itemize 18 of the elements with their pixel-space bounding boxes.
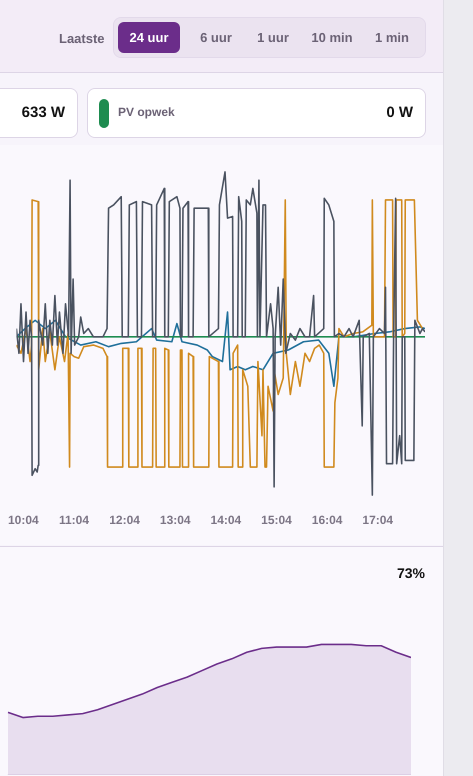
x-tick-label: 10:04 — [8, 513, 40, 528]
text: PV opwek — [118, 105, 175, 119]
text: 73% — [396, 565, 425, 581]
x-tick-label: 12:04 — [109, 513, 140, 528]
text: Laatste — [59, 31, 105, 46]
text: 10 min — [310, 29, 354, 47]
x-tick-label: 15:04 — [261, 513, 292, 528]
x-tick-label: 17:04 — [362, 513, 394, 528]
text: 633 W — [22, 104, 65, 121]
x-tick-label: 14:04 — [210, 513, 242, 528]
text: 1 uur — [256, 29, 290, 47]
text: 1 min — [374, 29, 410, 47]
text: 0 W — [386, 104, 413, 121]
x-tick-label: 16:04 — [312, 513, 343, 528]
text: 24 uur — [118, 22, 180, 53]
x-tick-label: 11:04 — [58, 513, 90, 528]
x-tick-label: 13:04 — [160, 513, 191, 528]
text: 6 uur — [199, 29, 233, 47]
